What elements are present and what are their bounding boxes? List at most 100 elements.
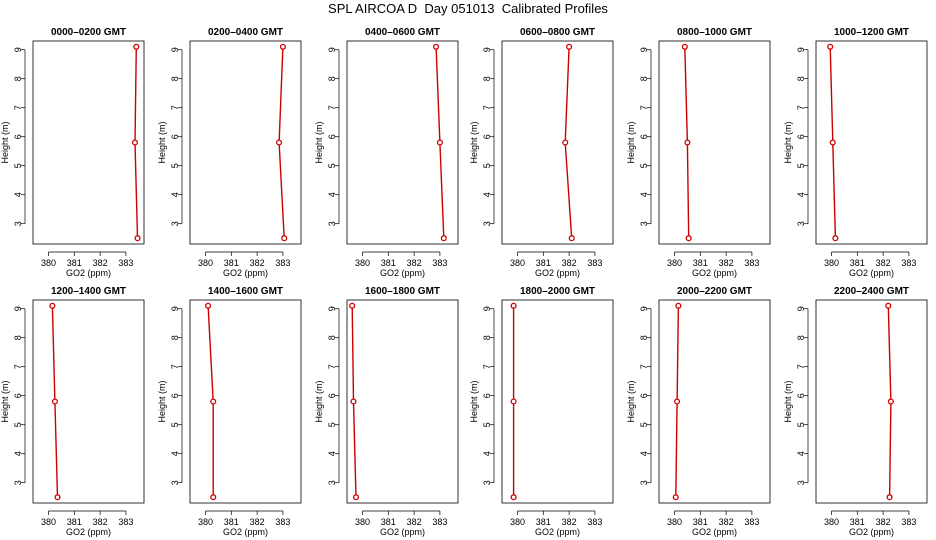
y-tick-label: 8: [327, 335, 337, 340]
data-point: [674, 398, 681, 405]
x-tick-label: 380: [510, 258, 525, 268]
y-tick-label: 5: [796, 422, 806, 427]
x-tick-label: 381: [850, 517, 865, 527]
y-tick-label: 5: [327, 422, 337, 427]
data-point: [832, 235, 839, 242]
data-point: [685, 235, 692, 242]
y-tick-label: 7: [796, 364, 806, 369]
x-tick-label: 382: [876, 517, 891, 527]
plot-frame: [815, 299, 928, 504]
plot-frame: [501, 299, 614, 504]
y-tick-label: 9: [170, 47, 180, 52]
panel-title: 2000–2200 GMT: [677, 286, 752, 297]
data-point: [349, 302, 356, 309]
panel-2: 0200–0400 GMT 380 381 382 383 GO2 (ppm) 3 4 5 6 7 8…: [157, 27, 302, 278]
x-tick-label: 383: [901, 517, 916, 527]
data-point: [827, 43, 834, 50]
y-tick-label: 8: [796, 335, 806, 340]
y-axis-label: Height (m): [783, 121, 793, 163]
y-tick-label: 3: [639, 221, 649, 226]
y-tick-label: 4: [482, 192, 492, 197]
x-tick-label: 383: [118, 517, 133, 527]
y-tick-label: 3: [482, 480, 492, 485]
y-tick-label: 3: [639, 480, 649, 485]
y-tick-label: 7: [327, 364, 337, 369]
y-tick-label: 6: [796, 134, 806, 139]
y-tick-label: 6: [13, 134, 23, 139]
y-tick-label: 3: [327, 221, 337, 226]
y-axis-label: Height (m): [157, 121, 167, 163]
panel-title: 0600–0800 GMT: [520, 27, 595, 38]
y-tick-label: 4: [13, 451, 23, 456]
y-tick-label: 4: [327, 451, 337, 456]
y-tick-label: 5: [482, 163, 492, 168]
panel-title: 1200–1400 GMT: [51, 286, 126, 297]
y-tick-label: 4: [327, 192, 337, 197]
x-tick-label: 380: [667, 258, 682, 268]
data-point: [887, 398, 894, 405]
y-tick-label: 8: [170, 76, 180, 81]
x-axis-label: GO2 (ppm): [223, 268, 268, 278]
y-tick-label: 9: [796, 47, 806, 52]
panel-11: 2000–2200 GMT 380 381 382 383 GO2 (ppm) 3 4 5 6 7 8…: [626, 286, 771, 537]
y-tick-label: 7: [327, 105, 337, 110]
y-tick-label: 5: [482, 422, 492, 427]
y-tick-label: 4: [796, 451, 806, 456]
data-point: [436, 139, 443, 146]
y-tick-label: 6: [327, 393, 337, 398]
y-tick-label: 6: [170, 393, 180, 398]
data-point: [440, 235, 447, 242]
x-tick-label: 382: [250, 258, 265, 268]
panel-1: 0000–0200 GMT 380 381 382 383 GO2 (ppm) 3 4 5 6 7 8…: [0, 27, 145, 278]
data-point: [829, 139, 836, 146]
y-tick-label: 6: [13, 393, 23, 398]
x-tick-label: 383: [901, 258, 916, 268]
data-point: [210, 494, 217, 501]
y-tick-label: 6: [639, 134, 649, 139]
plot-frame: [346, 40, 459, 245]
y-tick-label: 7: [796, 105, 806, 110]
x-axis-label: GO2 (ppm): [849, 268, 894, 278]
x-tick-label: 382: [93, 258, 108, 268]
y-tick-label: 3: [796, 221, 806, 226]
x-tick-label: 383: [432, 258, 447, 268]
x-tick-label: 383: [744, 258, 759, 268]
x-axis-label: GO2 (ppm): [692, 527, 737, 537]
data-point: [131, 139, 139, 146]
x-tick-label: 382: [876, 258, 891, 268]
panel-10: 1800–2000 GMT 380 381 382 383 GO2 (ppm) 3 4 5 6 7 8…: [469, 286, 614, 537]
y-tick-label: 6: [327, 134, 337, 139]
x-axis-label: GO2 (ppm): [692, 268, 737, 278]
y-axis-label: Height (m): [783, 380, 793, 422]
y-tick-label: 8: [482, 335, 492, 340]
x-tick-label: 382: [719, 258, 734, 268]
y-tick-label: 5: [170, 163, 180, 168]
y-tick-label: 8: [482, 76, 492, 81]
x-tick-label: 382: [93, 517, 108, 527]
x-tick-label: 381: [693, 258, 708, 268]
y-tick-label: 6: [796, 393, 806, 398]
y-tick-label: 7: [639, 364, 649, 369]
y-tick-label: 8: [13, 335, 23, 340]
y-tick-label: 9: [482, 47, 492, 52]
plot-frame: [658, 299, 771, 504]
y-tick-label: 5: [327, 163, 337, 168]
y-tick-label: 8: [170, 335, 180, 340]
y-axis-label: Height (m): [626, 380, 636, 422]
panel-title: 2200–2400 GMT: [834, 286, 909, 297]
data-point: [681, 43, 688, 50]
panel-7: 1200–1400 GMT 380 381 382 383 GO2 (ppm) 3 4 5 6 7 8…: [0, 286, 145, 537]
x-tick-label: 380: [667, 517, 682, 527]
plot-frame: [815, 40, 928, 245]
x-tick-label: 381: [224, 258, 239, 268]
x-axis-label: GO2 (ppm): [380, 527, 425, 537]
plot-frame: [501, 40, 614, 245]
x-axis-label: GO2 (ppm): [849, 527, 894, 537]
y-tick-label: 3: [327, 480, 337, 485]
y-tick-label: 8: [639, 335, 649, 340]
data-point: [675, 302, 682, 309]
plot-frame: [32, 299, 145, 504]
panel-title: 0000–0200 GMT: [51, 27, 126, 38]
plot-frame: [346, 299, 459, 504]
